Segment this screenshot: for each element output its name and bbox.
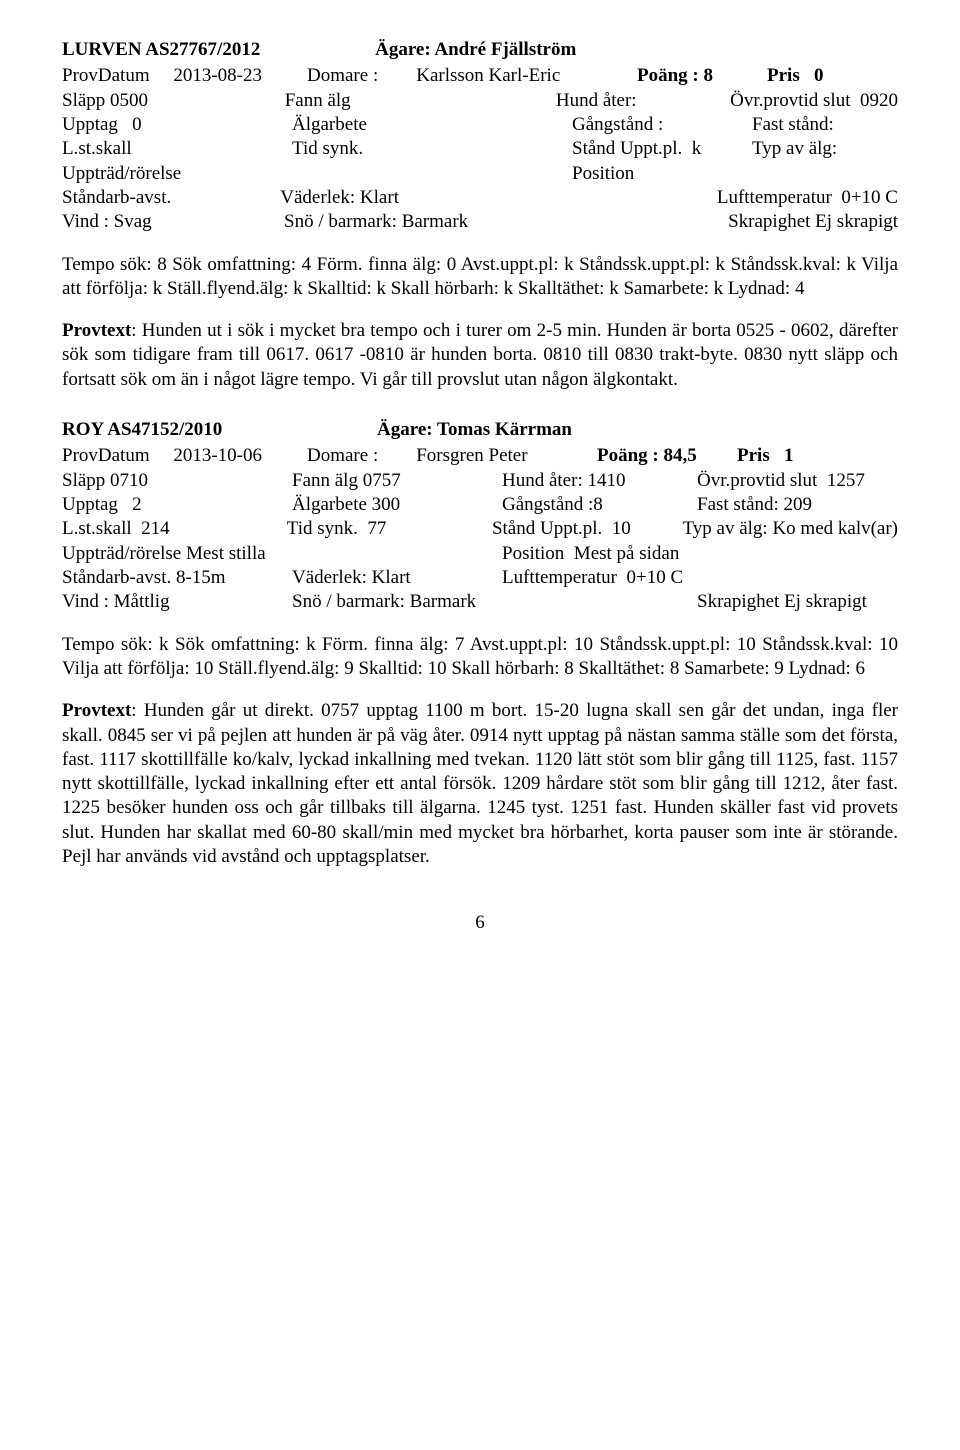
cell: Ståndarb-avst. bbox=[62, 186, 280, 210]
cell: Stånd Uppt.pl. 10 bbox=[492, 517, 683, 541]
record2-row7: Vind : Måttlig Snö / barmark: Barmark Sk… bbox=[62, 590, 898, 614]
cell: Hund åter: bbox=[556, 89, 730, 113]
record1-heading: LURVEN AS27767/2012 Ägare: André Fjällst… bbox=[62, 38, 898, 62]
cell: Skrapighet Ej skrapigt bbox=[697, 590, 898, 614]
cell: Pris 0 bbox=[767, 64, 823, 88]
cell: Fast stånd: bbox=[752, 113, 898, 137]
cell: Väderlek: Klart bbox=[280, 186, 546, 210]
cell bbox=[546, 186, 717, 210]
provtext-label: Provtext bbox=[62, 700, 131, 721]
cell: Gångstånd :8 bbox=[502, 493, 697, 517]
record2-row1: ProvDatum 2013-10-06 Domare : Forsgren P… bbox=[62, 444, 898, 468]
record2-provtext: Provtext: Hunden går ut direkt. 0757 upp… bbox=[62, 699, 898, 869]
cell: Gångstånd : bbox=[572, 113, 752, 137]
record-1: LURVEN AS27767/2012 Ägare: André Fjällst… bbox=[62, 38, 898, 392]
record2-id: ROY AS47152/2010 bbox=[62, 419, 222, 440]
cell: Älgarbete bbox=[292, 113, 572, 137]
record2-owner: Ägare: Tomas Kärrman bbox=[377, 419, 572, 440]
cell: Domare : Karlsson Karl-Eric bbox=[307, 64, 637, 88]
record1-row3: Upptag 0 Älgarbete Gångstånd : Fast stån… bbox=[62, 113, 898, 137]
provtext-label: Provtext bbox=[62, 320, 131, 341]
record1-row4: L.st.skall Tid synk. Stånd Uppt.pl. k Ty… bbox=[62, 137, 898, 161]
record1-id: LURVEN AS27767/2012 bbox=[62, 39, 260, 60]
cell: Position Mest på sidan bbox=[502, 542, 679, 566]
cell: Fast stånd: 209 bbox=[697, 493, 898, 517]
cell: Snö / barmark: Barmark bbox=[284, 210, 554, 234]
record1-row6: Ståndarb-avst. Väderlek: Klart Lufttempe… bbox=[62, 186, 898, 210]
cell: Övr.provtid slut 1257 bbox=[697, 469, 898, 493]
cell: Upptag 2 bbox=[62, 493, 292, 517]
cell: Fann älg 0757 bbox=[292, 469, 502, 493]
record2-row4: L.st.skall 214 Tid synk. 77 Stånd Uppt.p… bbox=[62, 517, 898, 541]
record1-owner: Ägare: André Fjällström bbox=[375, 39, 576, 60]
page-number: 6 bbox=[62, 911, 898, 935]
cell: L.st.skall bbox=[62, 137, 292, 161]
cell: ProvDatum 2013-08-23 bbox=[62, 64, 307, 88]
cell: Tid synk. 77 bbox=[287, 517, 492, 541]
cell bbox=[572, 590, 697, 614]
cell: Position bbox=[572, 162, 752, 186]
record2-row2: Släpp 0710 Fann älg 0757 Hund åter: 1410… bbox=[62, 469, 898, 493]
record2-row5: Uppträd/rörelse Mest stilla Position Mes… bbox=[62, 542, 898, 566]
record-2: ROY AS47152/2010 Ägare: Tomas Kärrman Pr… bbox=[62, 418, 898, 869]
cell: Övr.provtid slut 0920 bbox=[730, 89, 898, 113]
record2-row6: Ståndarb-avst. 8-15m Väderlek: Klart Luf… bbox=[62, 566, 898, 590]
record2-heading: ROY AS47152/2010 Ägare: Tomas Kärrman bbox=[62, 418, 898, 442]
cell: Uppträd/rörelse Mest stilla bbox=[62, 542, 502, 566]
record1-row7: Vind : Svag Snö / barmark: Barmark Skrap… bbox=[62, 210, 898, 234]
cell: Älgarbete 300 bbox=[292, 493, 502, 517]
provtext-body: : Hunden går ut direkt. 0757 upptag 1100… bbox=[62, 700, 898, 867]
cell bbox=[752, 162, 898, 186]
cell: Lufttemperatur 0+10 C bbox=[717, 186, 898, 210]
cell: Vind : Måttlig bbox=[62, 590, 292, 614]
cell: Upptag 0 bbox=[62, 113, 292, 137]
record2-row3: Upptag 2 Älgarbete 300 Gångstånd :8 Fast… bbox=[62, 493, 898, 517]
cell: ProvDatum 2013-10-06 bbox=[62, 444, 307, 468]
cell: Hund åter: 1410 bbox=[502, 469, 697, 493]
cell: Fann älg bbox=[285, 89, 556, 113]
record1-row5: Uppträd/rörelse Position bbox=[62, 162, 898, 186]
cell: Typ av älg: Ko med kalv(ar) bbox=[683, 517, 899, 541]
cell: Stånd Uppt.pl. k bbox=[572, 137, 752, 161]
cell: Domare : Forsgren Peter bbox=[307, 444, 597, 468]
cell bbox=[292, 162, 572, 186]
cell: Poäng : 84,5 bbox=[597, 444, 737, 468]
record1-row2: Släpp 0500 Fann älg Hund åter: Övr.provt… bbox=[62, 89, 898, 113]
cell: Släpp 0710 bbox=[62, 469, 292, 493]
cell: Poäng : 8 bbox=[637, 64, 767, 88]
cell: Uppträd/rörelse bbox=[62, 162, 292, 186]
cell: Lufttemperatur 0+10 C bbox=[502, 566, 683, 590]
cell bbox=[554, 210, 728, 234]
cell: Släpp 0500 bbox=[62, 89, 285, 113]
cell: Tid synk. bbox=[292, 137, 572, 161]
cell: Ståndarb-avst. 8-15m bbox=[62, 566, 292, 590]
cell: Väderlek: Klart bbox=[292, 566, 502, 590]
record2-scores: Tempo sök: k Sök omfattning: k Förm. fin… bbox=[62, 633, 898, 682]
cell: Vind : Svag bbox=[62, 210, 284, 234]
cell: Pris 1 bbox=[737, 444, 793, 468]
record1-provtext: Provtext: Hunden ut i sök i mycket bra t… bbox=[62, 319, 898, 392]
record1-scores: Tempo sök: 8 Sök omfattning: 4 Förm. fin… bbox=[62, 253, 898, 302]
cell: Snö / barmark: Barmark bbox=[292, 590, 572, 614]
provtext-body: : Hunden ut i sök i mycket bra tempo och… bbox=[62, 320, 898, 390]
cell: L.st.skall 214 bbox=[62, 517, 287, 541]
cell: Skrapighet Ej skrapigt bbox=[728, 210, 898, 234]
record1-row1: ProvDatum 2013-08-23 Domare : Karlsson K… bbox=[62, 64, 898, 88]
cell: Typ av älg: bbox=[752, 137, 898, 161]
